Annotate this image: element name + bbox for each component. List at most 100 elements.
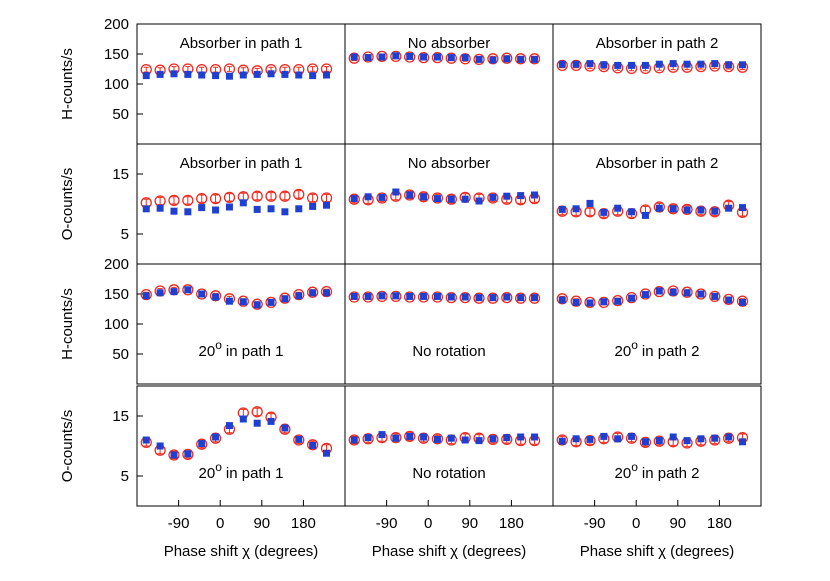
data-point <box>309 72 317 80</box>
data-point <box>669 288 677 296</box>
data-point <box>392 292 400 300</box>
data-point <box>225 72 233 80</box>
data-point <box>209 290 222 302</box>
data-point <box>697 435 705 443</box>
data-point <box>503 192 511 200</box>
y-axis-label: O-counts/s <box>59 410 76 483</box>
data-point <box>267 417 275 425</box>
data-point <box>725 61 733 69</box>
data-point <box>600 208 608 216</box>
panel-label-text: 20 <box>199 465 216 482</box>
data-point <box>528 292 541 304</box>
data-point <box>404 189 416 201</box>
data-point <box>625 291 638 304</box>
data-point <box>267 298 275 306</box>
data-point <box>711 60 719 68</box>
panel-label: Absorber in path 2 <box>596 155 719 172</box>
data-point <box>323 449 331 457</box>
x-axis-label: Phase shift χ (degrees) <box>164 543 319 560</box>
data-point <box>156 289 164 297</box>
data-point <box>641 291 649 299</box>
data-point <box>251 190 263 202</box>
error-bar <box>254 192 260 201</box>
data-point <box>364 193 372 201</box>
data-point <box>570 295 582 307</box>
error-bar <box>226 66 232 72</box>
data-point <box>639 436 652 449</box>
data-point <box>392 188 400 196</box>
data-point <box>390 50 402 63</box>
data-point <box>309 202 317 210</box>
data-point <box>378 53 386 61</box>
data-point <box>184 208 192 216</box>
panel-frame <box>136 263 346 385</box>
data-point <box>641 438 649 446</box>
x-tick-label: 90 <box>669 515 686 532</box>
data-point <box>323 71 331 79</box>
panel-label: No rotation <box>412 465 485 482</box>
data-point <box>709 290 721 303</box>
data-point <box>348 291 360 303</box>
x-tick-label: 90 <box>461 515 478 532</box>
data-point <box>376 192 388 204</box>
data-point <box>683 437 691 445</box>
data-point <box>433 292 441 300</box>
data-point <box>653 285 665 298</box>
data-point <box>404 291 416 303</box>
data-point <box>572 435 580 443</box>
data-point <box>739 298 747 306</box>
data-point <box>531 191 539 199</box>
data-point <box>392 434 400 442</box>
data-point <box>170 451 178 459</box>
data-point <box>267 205 275 213</box>
data-point <box>598 296 610 309</box>
data-point <box>487 192 499 204</box>
data-point <box>600 298 608 306</box>
data-point <box>156 442 164 450</box>
data-point <box>320 285 333 298</box>
panel-label-sup: o <box>631 460 638 474</box>
data-point <box>142 292 150 300</box>
panel-label: 20o in path 1 <box>199 338 284 360</box>
error-bar <box>185 196 191 205</box>
data-point <box>142 205 150 213</box>
panel-label-text: 20 <box>615 343 632 360</box>
panel-label: 20o in path 2 <box>615 338 700 360</box>
data-point <box>517 192 525 200</box>
data-point <box>225 203 233 211</box>
panel-label: No rotation <box>412 343 485 360</box>
panel-label-text: No rotation <box>412 465 485 482</box>
data-point <box>501 291 513 304</box>
panel-label-text: No absorber <box>408 155 491 172</box>
data-point <box>350 292 358 300</box>
y-tick-label: 150 <box>104 46 129 63</box>
data-point <box>323 289 331 297</box>
error-bar <box>185 66 191 72</box>
data-point <box>695 205 707 217</box>
data-point <box>376 290 388 303</box>
error-bar <box>254 407 260 416</box>
data-point <box>295 205 303 213</box>
panel-label-rest: in path 2 <box>642 465 700 482</box>
data-point <box>725 296 733 304</box>
data-point <box>170 70 178 78</box>
data-point <box>514 292 527 304</box>
error-bar <box>199 194 205 203</box>
data-point <box>586 60 594 68</box>
data-point <box>556 434 568 446</box>
y-axis-label: O-counts/s <box>59 168 76 241</box>
data-point <box>739 61 747 69</box>
data-point <box>196 192 208 205</box>
data-point <box>406 432 414 440</box>
data-point <box>212 293 220 301</box>
data-point <box>681 203 693 216</box>
data-point <box>739 204 747 212</box>
data-point <box>598 207 610 220</box>
data-point <box>445 291 457 304</box>
data-point <box>641 211 649 219</box>
data-point <box>514 53 527 65</box>
data-point <box>281 70 289 78</box>
data-point <box>323 201 331 209</box>
y-tick-label: 5 <box>121 468 129 485</box>
